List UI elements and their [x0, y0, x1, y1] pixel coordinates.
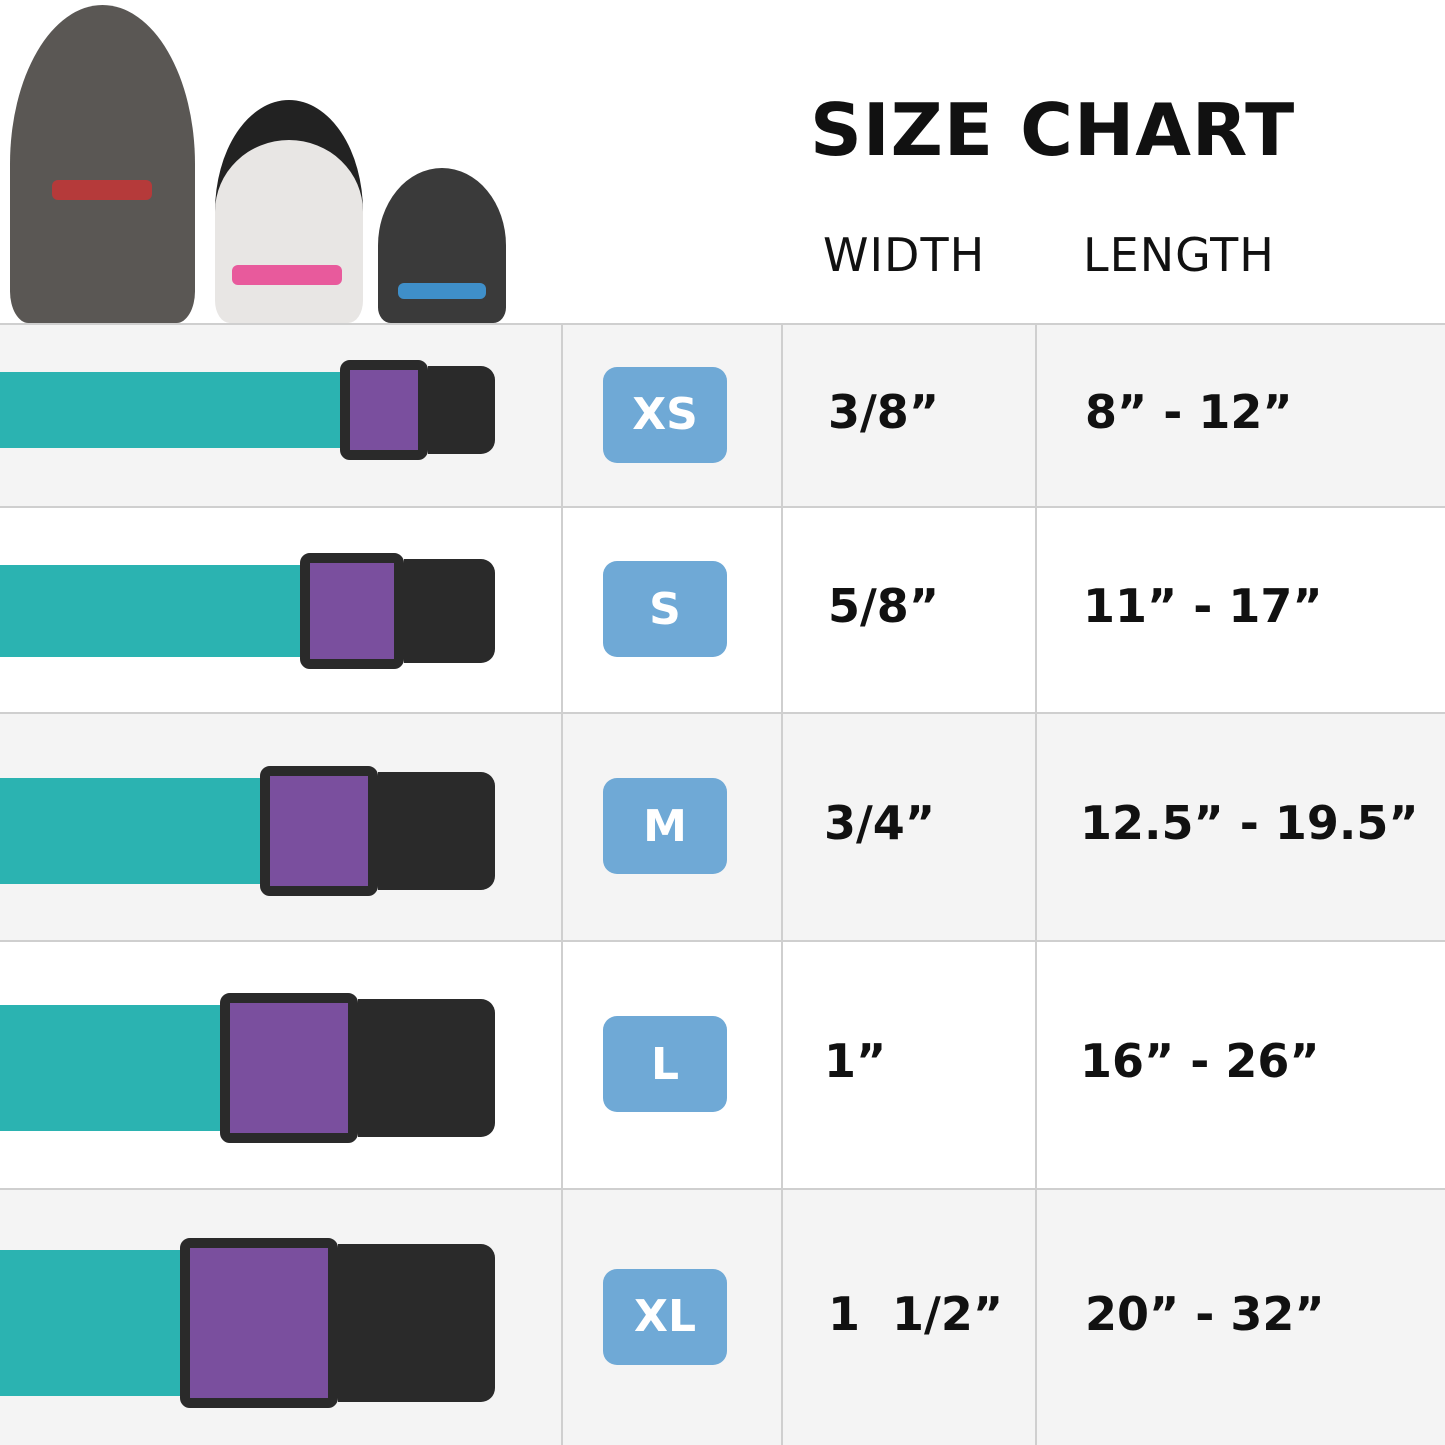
width-value: 1” — [824, 1034, 887, 1088]
collar-pink — [232, 265, 342, 285]
page-title: SIZE CHART — [810, 88, 1296, 172]
buckle-clip — [358, 999, 495, 1137]
buckle — [220, 993, 358, 1143]
buckle-clip — [378, 772, 495, 890]
collar-flag — [52, 180, 152, 200]
size-row — [0, 940, 1445, 1188]
size-badge: L — [603, 1016, 727, 1112]
length-value: 12.5” - 19.5” — [1080, 796, 1419, 850]
width-value: 3/8” — [828, 384, 940, 439]
size-badge: XL — [603, 1268, 727, 1365]
divider — [1035, 323, 1037, 1445]
width-value: 3/4” — [824, 796, 936, 850]
size-badge: S — [603, 561, 727, 657]
buckle — [300, 553, 404, 669]
length-value: 8” - 12” — [1085, 384, 1293, 439]
poodle-image — [10, 5, 195, 323]
length-value: 20” - 32” — [1085, 1286, 1325, 1341]
length-value: 16” - 26” — [1080, 1034, 1320, 1088]
collar-plaid — [398, 283, 486, 299]
width-value: 5/8” — [828, 579, 940, 633]
length-value: 11” - 17” — [1083, 579, 1323, 633]
width-value: 1 1/2” — [828, 1286, 1004, 1341]
header-length: LENGTH — [1083, 228, 1275, 282]
size-row — [0, 506, 1445, 712]
divider — [561, 323, 563, 1445]
buckle — [340, 360, 428, 460]
divider — [781, 323, 783, 1445]
buckle — [260, 766, 378, 896]
size-badge: M — [603, 778, 727, 874]
buckle-clip — [404, 559, 495, 663]
size-badge: XS — [603, 366, 727, 463]
buckle-clip — [428, 366, 495, 454]
buckle — [180, 1238, 338, 1408]
small-terrier-image — [378, 168, 506, 323]
header-width: WIDTH — [823, 228, 986, 282]
buckle-clip — [338, 1244, 495, 1402]
boston-terrier-image — [215, 100, 363, 323]
